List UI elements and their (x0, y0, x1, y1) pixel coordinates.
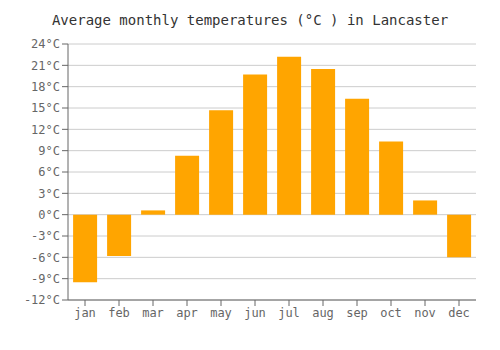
svg-text:mar: mar (142, 306, 164, 320)
svg-text:feb: feb (108, 306, 130, 320)
svg-text:3°C: 3°C (38, 187, 60, 201)
svg-text:21°C: 21°C (31, 59, 60, 73)
svg-text:jan: jan (74, 306, 96, 320)
svg-text:0°C: 0°C (38, 208, 60, 222)
svg-text:24°C: 24°C (31, 37, 60, 51)
svg-text:jun: jun (244, 306, 266, 320)
svg-text:12°C: 12°C (31, 123, 60, 137)
svg-text:nov: nov (414, 306, 436, 320)
svg-text:-12°C: -12°C (24, 293, 60, 307)
svg-text:-9°C: -9°C (31, 272, 60, 286)
svg-text:6°C: 6°C (38, 165, 60, 179)
html-text:Average monthly temperatures (: Average monthly temperatures (°C ) in La… (51, 12, 449, 28)
svg-text:15°C: 15°C (31, 101, 60, 115)
svg-text:dec: dec (448, 306, 470, 320)
svg-text:jul: jul (278, 306, 300, 320)
svg-text:may: may (210, 306, 232, 320)
svg-text:18°C: 18°C (31, 80, 60, 94)
svg-text:-3°C: -3°C (31, 229, 60, 243)
svg-text:-6°C: -6°C (31, 251, 60, 265)
svg-text:sep: sep (346, 306, 368, 320)
svg-text:9°C: 9°C (38, 144, 60, 158)
svg-text:apr: apr (176, 306, 198, 320)
svg-text:oct: oct (380, 306, 402, 320)
svg-text:aug: aug (312, 306, 334, 320)
